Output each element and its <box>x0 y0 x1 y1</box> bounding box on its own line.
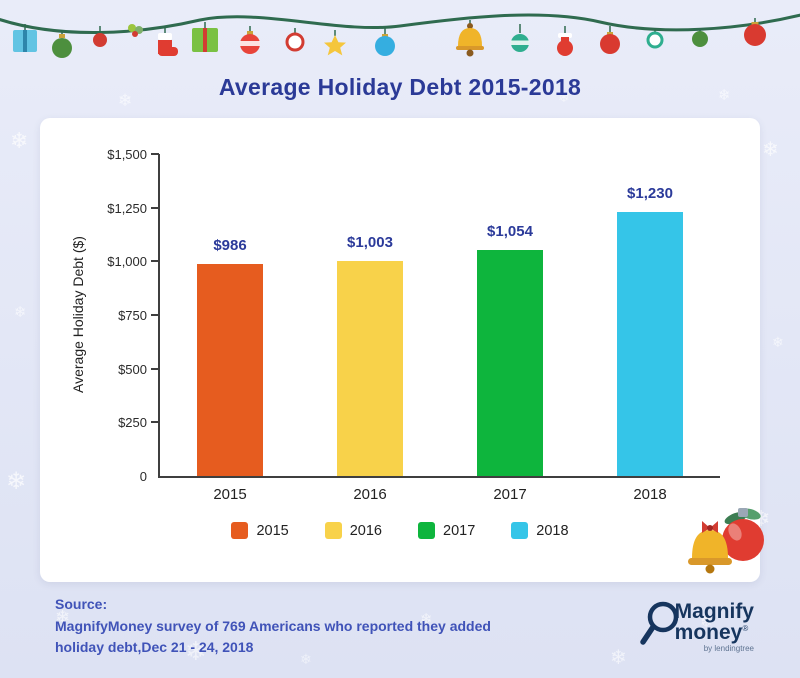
snowflake-icon: ❄ <box>14 304 27 321</box>
bar-2015 <box>197 264 263 476</box>
legend-item-2017: 2017 <box>418 522 475 539</box>
snowflake-icon: ❄ <box>420 611 433 628</box>
garland-decoration <box>0 13 800 58</box>
legend-swatch <box>511 522 529 539</box>
x-tick-label: 2017 <box>493 486 527 503</box>
source-line2: holiday debt,Dec 21 - 24, 2018 <box>55 639 254 656</box>
legend-label: 2016 <box>349 522 382 539</box>
logo-text: Magnify money® by lendingtree <box>674 600 754 653</box>
legend-swatch <box>231 522 249 539</box>
y-tick-mark <box>151 206 159 209</box>
snowflake-icon: ❄ <box>118 91 133 110</box>
snowflake-icon: ❄ <box>10 128 29 153</box>
y-tick-mark <box>151 260 159 263</box>
snowflake-icon: ❄ <box>300 651 312 667</box>
y-tick-label: $750 <box>118 308 147 323</box>
source-note: Source: MagnifyMoney survey of 769 Ameri… <box>55 594 491 659</box>
source-label: Source: <box>55 596 108 612</box>
bar-group-2017: $1,054 2017 <box>440 154 580 503</box>
bar-group-2016: $1,003 2016 <box>300 154 440 503</box>
y-tick-label: $1,500 <box>107 147 147 162</box>
y-tick-mark <box>151 153 159 155</box>
x-tick-label: 2015 <box>213 486 247 503</box>
snowflake-icon: ❄ <box>718 87 731 104</box>
bar-2017 <box>477 249 543 476</box>
legend-item-2016: 2016 <box>324 522 382 539</box>
x-tick-label: 2016 <box>353 486 387 503</box>
magnifymoney-logo: Magnify money® by lendingtree <box>638 600 754 653</box>
legend-label: 2015 <box>256 522 289 539</box>
legend-swatch <box>324 522 342 539</box>
bar-value-label: $1,054 <box>487 222 533 240</box>
y-tick-label: $1,000 <box>107 254 147 270</box>
legend-label: 2017 <box>443 522 476 539</box>
x-tick-label: 2018 <box>633 486 667 503</box>
snowflake-icon: ❄ <box>762 139 779 161</box>
bar-row: $986 2015 $1,003 2016 $1,054 2017 $1,230 2018 <box>160 154 720 503</box>
bar-value-label: $986 <box>213 237 247 255</box>
snowflake-icon: ❄ <box>772 334 784 350</box>
bar-value-label: $1,003 <box>347 233 393 251</box>
y-tick-label: $1,250 <box>107 200 147 216</box>
registered-mark: ® <box>742 623 749 633</box>
plot-area: 0 $250 $500 $750 $1,000 $1,250 $1,500 $986 2015 $… <box>107 147 720 503</box>
bell-ornament-decoration <box>688 508 764 574</box>
y-tick-mark <box>151 421 159 424</box>
legend-item-2018: 2018 <box>511 522 569 539</box>
snowflake-icon: ❄ <box>55 607 71 627</box>
snowflake-icon: ❄ <box>558 89 570 105</box>
snowflake-icon: ❄ <box>610 647 627 669</box>
y-tick-label: 0 <box>139 469 147 484</box>
y-tick-mark <box>151 367 159 370</box>
logo-byline: by lendingtree <box>703 643 754 653</box>
bar-group-2018: $1,230 2018 <box>580 154 720 503</box>
y-tick-mark <box>151 314 159 316</box>
bar-group-2015: $986 2015 <box>160 154 300 503</box>
logo-word-money: money® <box>674 620 749 644</box>
bar-2016 <box>337 260 403 476</box>
source-line1: MagnifyMoney survey of 769 Americans who… <box>55 617 491 634</box>
legend-label: 2018 <box>536 522 569 539</box>
page-title: Average Holiday Debt 2015-2018 <box>218 74 582 100</box>
legend-item-2015: 2015 <box>231 522 289 539</box>
chart-card: Average Holiday Debt ($) 0 $250 $500 $750 $1… <box>40 118 764 582</box>
logo-word-magnify: Magnify <box>674 600 754 623</box>
y-axis-label: Average Holiday Debt ($) <box>70 236 86 394</box>
snowflake-icon: ❄ <box>700 614 713 631</box>
legend-swatch <box>418 522 435 539</box>
magnifier-icon <box>639 601 678 645</box>
bar-2018 <box>617 211 683 476</box>
snowflake-icon: ❄ <box>6 468 27 495</box>
snowflake-icon: ❄ <box>185 636 207 666</box>
y-tick-label: $500 <box>118 361 147 377</box>
bar-value-label: $1,230 <box>627 184 673 202</box>
y-tick-label: $250 <box>118 415 147 431</box>
legend: 2015 2016 2017 2018 <box>40 522 760 539</box>
